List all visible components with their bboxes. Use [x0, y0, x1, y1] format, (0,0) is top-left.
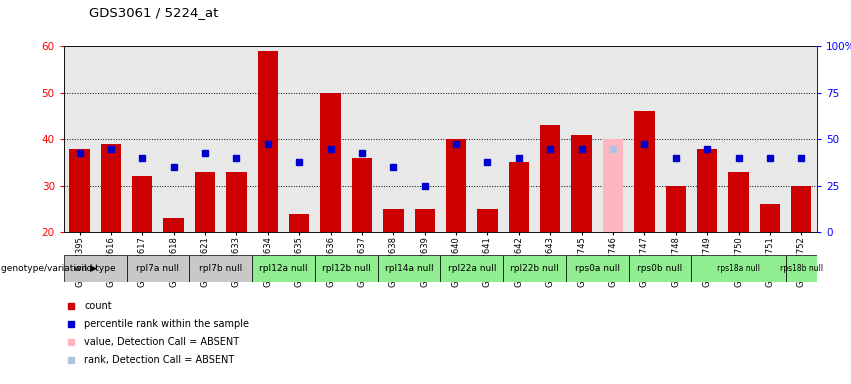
Text: rpl7b null: rpl7b null	[199, 264, 243, 273]
Text: genotype/variation ▶: genotype/variation ▶	[1, 264, 97, 273]
Bar	[540, 125, 561, 232]
Bar	[378, 255, 440, 282]
Text: rps18a null: rps18a null	[717, 264, 760, 273]
Bar	[127, 255, 189, 282]
Bar	[252, 255, 315, 282]
Bar	[383, 209, 403, 232]
Bar	[785, 255, 817, 282]
Text: rpl12b null: rpl12b null	[322, 264, 371, 273]
Bar	[634, 111, 654, 232]
Text: rpl14a null: rpl14a null	[385, 264, 433, 273]
Bar	[728, 172, 749, 232]
Text: rpl22a null: rpl22a null	[448, 264, 496, 273]
Bar	[351, 158, 372, 232]
Bar	[226, 172, 247, 232]
Bar	[195, 172, 215, 232]
Bar	[258, 51, 278, 232]
Bar	[477, 209, 498, 232]
Bar	[446, 139, 466, 232]
Bar	[163, 218, 184, 232]
Text: rps0a null: rps0a null	[574, 264, 620, 273]
Text: rps18b null: rps18b null	[780, 264, 823, 273]
Bar	[100, 144, 121, 232]
Bar	[691, 255, 785, 282]
Text: percentile rank within the sample: percentile rank within the sample	[84, 319, 249, 329]
Bar	[315, 255, 378, 282]
Text: value, Detection Call = ABSENT: value, Detection Call = ABSENT	[84, 337, 239, 347]
Bar	[132, 177, 152, 232]
Bar	[791, 186, 812, 232]
Bar	[760, 204, 780, 232]
Bar	[697, 149, 717, 232]
Bar	[665, 186, 686, 232]
Bar	[603, 139, 623, 232]
Text: GDS3061 / 5224_at: GDS3061 / 5224_at	[89, 6, 219, 19]
Text: rpl12a null: rpl12a null	[260, 264, 308, 273]
Bar	[414, 209, 435, 232]
Bar	[503, 255, 566, 282]
Bar	[64, 255, 127, 282]
Bar	[509, 162, 529, 232]
Bar	[440, 255, 503, 282]
Bar	[189, 255, 252, 282]
Bar	[69, 149, 89, 232]
Text: rpl22b null: rpl22b null	[510, 264, 559, 273]
Bar	[320, 93, 340, 232]
Text: count: count	[84, 301, 111, 311]
Text: rps0b null: rps0b null	[637, 264, 683, 273]
Bar	[289, 214, 310, 232]
Text: rank, Detection Call = ABSENT: rank, Detection Call = ABSENT	[84, 355, 234, 365]
Bar	[566, 255, 629, 282]
Bar	[629, 255, 691, 282]
Text: wild type: wild type	[74, 264, 116, 273]
Text: rpl7a null: rpl7a null	[136, 264, 180, 273]
Bar	[571, 134, 591, 232]
